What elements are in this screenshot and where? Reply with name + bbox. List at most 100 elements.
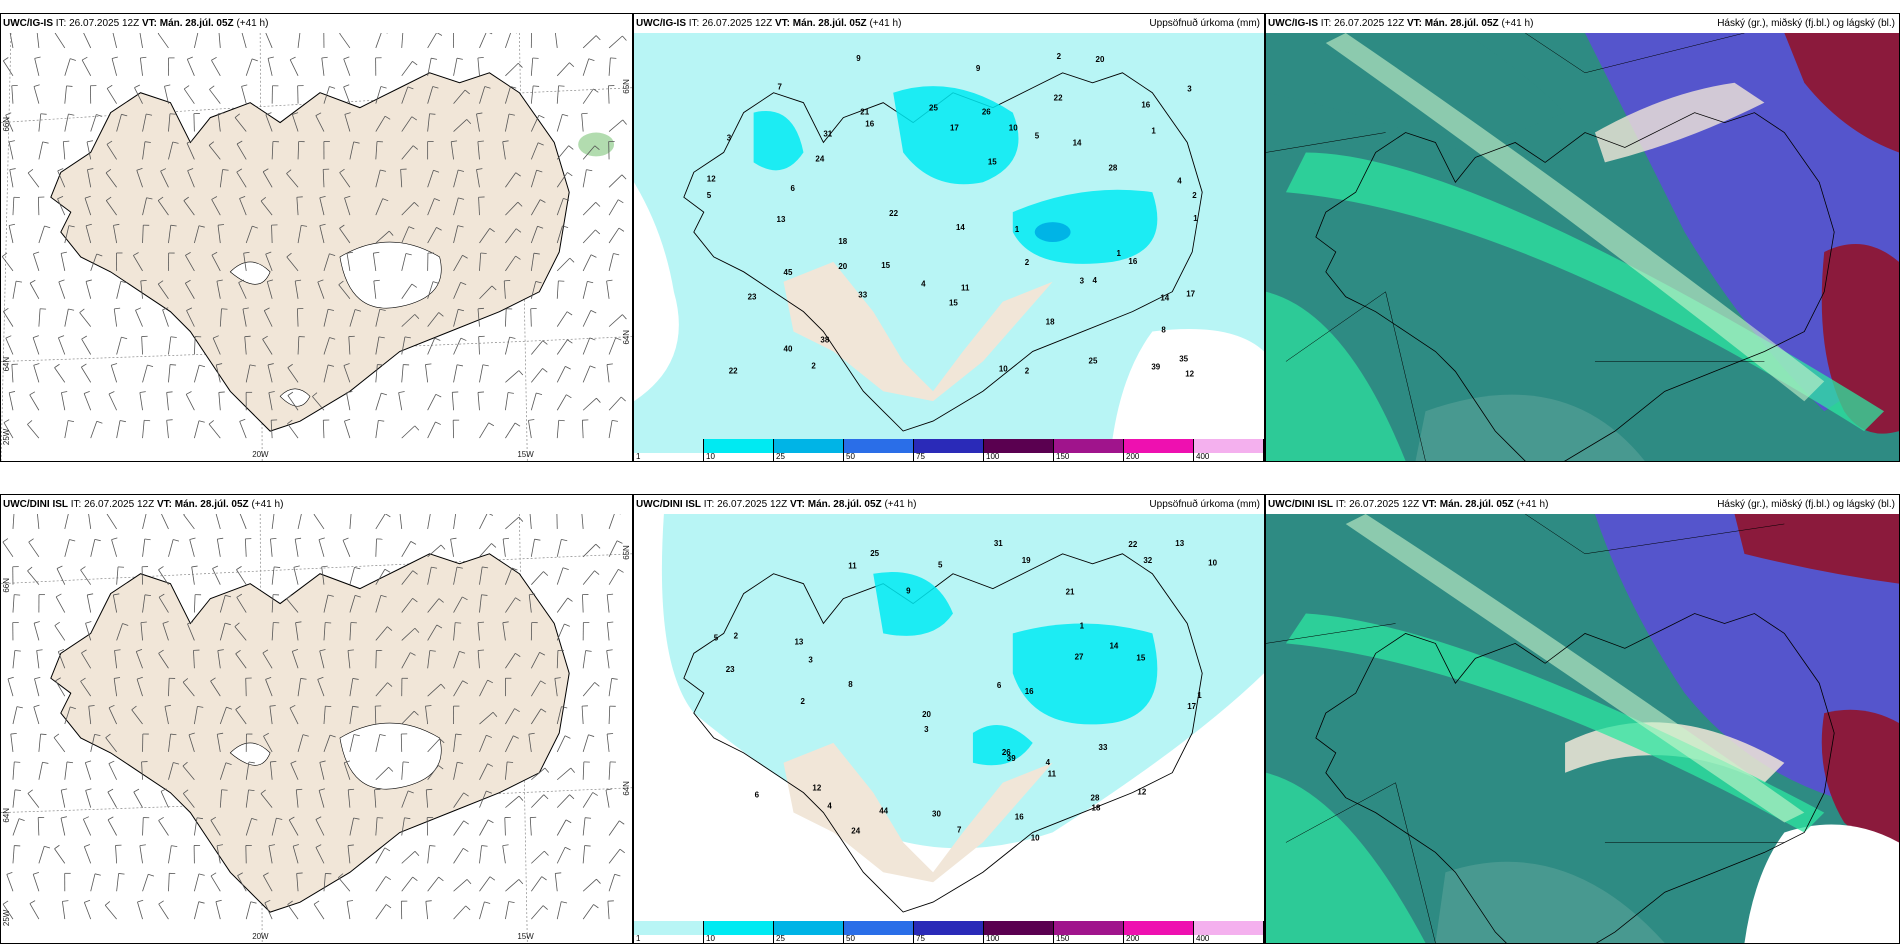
precip-value: 16 [1141,101,1150,110]
wind-barb [479,763,488,780]
wind-barb-flag [68,308,75,311]
wind-barb [349,309,356,327]
colorbar-label: 10 [706,452,715,461]
wind-barb [453,58,458,76]
wind-barb-flag [429,845,436,847]
wind-barb [86,594,92,613]
wind-barb-flag [502,844,509,847]
wind-barb-flag [267,56,274,59]
wind-barb [339,228,351,244]
wind-barb [219,706,227,725]
colorbar-swatch [1194,439,1263,453]
wind-barb [453,820,465,836]
wind-barb-flag [136,167,143,171]
wind-barb-flag [147,364,154,368]
precip-value: 31 [994,539,1003,548]
wind-barb [32,337,40,355]
wind-barb [38,762,43,780]
wind-barb-flag [6,871,13,875]
wind-barb-flag [414,425,420,431]
wind-barb-flag [162,307,169,311]
wind-barb [453,651,460,669]
wind-barb [292,846,299,864]
wind-barb-flag [384,847,391,852]
wind-barb [210,875,221,892]
wind-barb-flag [438,876,444,882]
wind-barb-flag [344,112,351,115]
wind-barb [262,652,273,669]
wind-barb [90,114,97,132]
colorbar-segment: 10 [704,439,774,461]
wind-barb [183,88,195,104]
wind-barb-flag [476,168,483,170]
wind-barb [581,113,584,132]
panel-precip-igis: UWC/IG-IS IT: 26.07.2025 12Z VT: Mán. 28… [633,13,1265,462]
wind-barb-flag [319,223,326,226]
wind-barb-flag [344,195,351,199]
wind-barb-flag [434,198,440,202]
precip-value: 6 [791,184,796,193]
precip-value: 4 [1177,176,1182,185]
wind-barb-flag [183,514,186,515]
wind-barb [168,734,171,752]
wind-barb [582,229,596,244]
wind-barb-flag [398,391,405,394]
wind-barb-flag [158,816,164,821]
wind-barb [90,421,98,439]
wind-barb-flag [439,738,445,744]
wind-barb-flag [518,879,524,885]
wind-barb-flag [28,538,34,543]
precip-value: 21 [1066,588,1075,597]
wind-barb-flag [300,678,307,680]
wind-barb-flag [55,593,62,598]
wind-barb [315,115,325,132]
wind-barb [168,845,172,864]
wind-barb [530,199,541,216]
wind-barb [186,59,195,76]
panel-header: UWC/DINI ISL IT: 26.07.2025 12Z VT: Mán.… [1266,495,1899,514]
wind-barb-flag [432,86,439,89]
wind-barb-flag [455,733,462,736]
wind-barb-flag [86,140,93,143]
wind-barb-flag [122,623,129,626]
wind-barb [582,543,597,558]
wind-barb-flag [412,597,418,603]
wind-barb-flag [83,816,89,820]
wind-barb [453,255,463,272]
wind-barb [401,364,404,383]
wind-barb [346,392,351,411]
wind-barb-flag [465,905,471,911]
wind-barb-flag [564,623,570,627]
wind-barb [505,567,513,585]
wind-barb-flag [338,280,344,286]
wind-barb-flag [210,816,217,821]
precip-value: 39 [1151,362,1160,371]
wind-barb [323,734,331,753]
wind-barb-flag [104,901,111,906]
wind-barb-flag [107,816,114,821]
wind-barb [81,652,92,669]
wind-barb-flag [295,621,302,624]
wind-barb-flag [57,195,64,200]
wind-barb [182,681,195,697]
colorbar-label: 25 [776,452,785,461]
wind-barb [556,819,567,836]
wind-barb-flag [414,627,420,633]
wind-barb [84,198,92,216]
wind-barb-flag [385,876,391,881]
wind-barb [166,392,169,411]
colorbar-segment: 150 [1054,439,1124,461]
wind-barb-flag [477,140,484,142]
wind-barb [556,62,570,77]
wind-barb-flag [1,252,8,257]
wind-barb-flag [70,58,76,61]
wind-barb-flag [561,538,568,542]
wind-barb-flag [183,196,189,201]
wind-barb-flag [450,537,457,540]
wind-barb [60,790,66,808]
wind-barb-flag [173,539,180,542]
wind-barb-flag [114,677,121,679]
wind-barb [372,253,377,271]
wind-barb-flag [162,621,169,624]
wind-barb [264,902,273,920]
